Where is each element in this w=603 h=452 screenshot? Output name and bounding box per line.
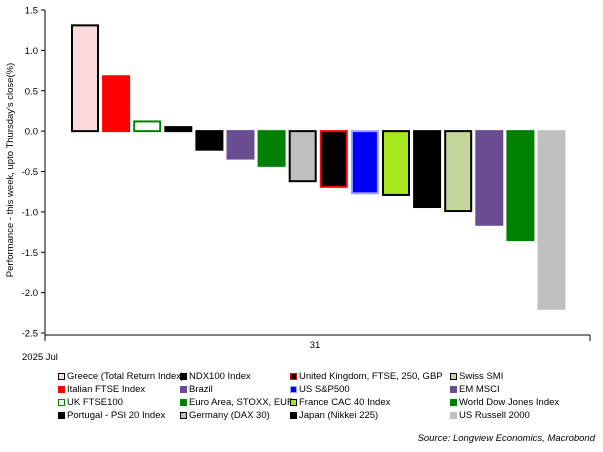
legend-label: Italian FTSE Index	[67, 384, 146, 395]
legend-label: EM MSCI	[459, 384, 500, 395]
bar	[444, 130, 473, 213]
legend-item: Greece (Total Return Index)	[58, 371, 184, 383]
legend-swatch	[180, 399, 187, 406]
legend-item: Brazil	[180, 384, 213, 396]
x-tick-label: 31	[310, 340, 321, 351]
legend-item: Euro Area, STOXX, EUR	[180, 397, 294, 409]
legend-swatch	[450, 386, 457, 393]
y-tick-label: -2.0	[22, 288, 38, 299]
legend-item: US Russell 2000	[450, 410, 530, 422]
legend-label: US Russell 2000	[459, 410, 530, 421]
legend-item: Germany (DAX 30)	[180, 410, 270, 422]
legend-item: UK FTSE100	[58, 397, 123, 409]
bar	[195, 130, 224, 151]
bar	[226, 130, 255, 160]
legend-swatch	[290, 386, 297, 393]
y-tick-label: -2.5	[22, 329, 38, 340]
legend-swatch	[180, 373, 187, 380]
legend-label: World Dow Jones Index	[459, 397, 560, 408]
bar	[257, 130, 286, 167]
bar	[475, 130, 504, 226]
bar	[382, 130, 410, 196]
legend-swatch	[180, 386, 187, 393]
legend-item: NDX100 Index	[180, 371, 251, 383]
legend-label: Portugal - PSI 20 Index	[67, 410, 166, 421]
legend-label: Japan (Nikkei 225)	[299, 410, 379, 421]
legend-swatch	[180, 412, 187, 419]
legend-label: Germany (DAX 30)	[189, 410, 270, 421]
legend-label: UK FTSE100	[67, 397, 123, 408]
bar	[102, 75, 131, 133]
bar	[413, 130, 442, 209]
y-axis-label: Performance - this week, upto Thursday's…	[5, 63, 16, 277]
legend-item: EM MSCI	[450, 384, 500, 396]
bar	[133, 120, 162, 133]
legend-label: NDX100 Index	[189, 371, 251, 382]
legend-swatch	[450, 373, 457, 380]
legend-swatch	[450, 412, 457, 419]
legend-item: Portugal - PSI 20 Index	[58, 410, 165, 422]
y-tick-label: -1.0	[22, 207, 38, 218]
y-tick-label: -1.5	[22, 248, 38, 259]
legend-item: Italian FTSE Index	[58, 384, 145, 396]
legend-item: World Dow Jones Index	[450, 397, 559, 409]
y-tick-label: -0.5	[22, 167, 38, 178]
legend-swatch	[58, 399, 65, 406]
legend-swatch	[290, 412, 297, 419]
legend-swatch	[450, 399, 457, 406]
legend-item: Swiss SMI	[450, 371, 503, 383]
legend-item: France CAC 40 Index	[290, 397, 390, 409]
bar	[288, 130, 317, 183]
legend-swatch	[290, 373, 297, 380]
legend-swatch	[58, 373, 65, 380]
legend-label: Brazil	[189, 384, 213, 395]
bar	[71, 24, 99, 133]
legend-swatch	[290, 399, 297, 406]
legend-swatch	[58, 386, 65, 393]
y-tick-label: 0.5	[25, 86, 38, 97]
y-tick-label: 0.0	[25, 127, 38, 138]
legend-swatch	[58, 412, 65, 419]
legend-item: US S&P500	[290, 384, 350, 396]
legend-label: Greece (Total Return Index)	[67, 371, 185, 382]
legend-item: United Kingdom, FTSE, 250, GBP	[290, 371, 443, 383]
legend-label: US S&P500	[299, 384, 350, 395]
legend-label: Euro Area, STOXX, EUR	[189, 397, 294, 408]
bar	[537, 130, 566, 310]
bar	[506, 130, 535, 242]
legend-label: France CAC 40 Index	[299, 397, 391, 408]
legend-label: United Kingdom, FTSE, 250, GBP	[299, 371, 443, 382]
bar	[350, 130, 379, 195]
legend-item: Japan (Nikkei 225)	[290, 410, 378, 422]
x-period-label: 2025 Jul	[22, 352, 58, 363]
legend-label: Swiss SMI	[459, 371, 504, 382]
y-tick-label: 1.0	[25, 46, 38, 57]
y-tick-label: 1.5	[25, 6, 38, 17]
source-note: Source: Longview Economics, Macrobond	[417, 433, 595, 444]
bar	[164, 126, 193, 133]
bar	[319, 130, 348, 188]
